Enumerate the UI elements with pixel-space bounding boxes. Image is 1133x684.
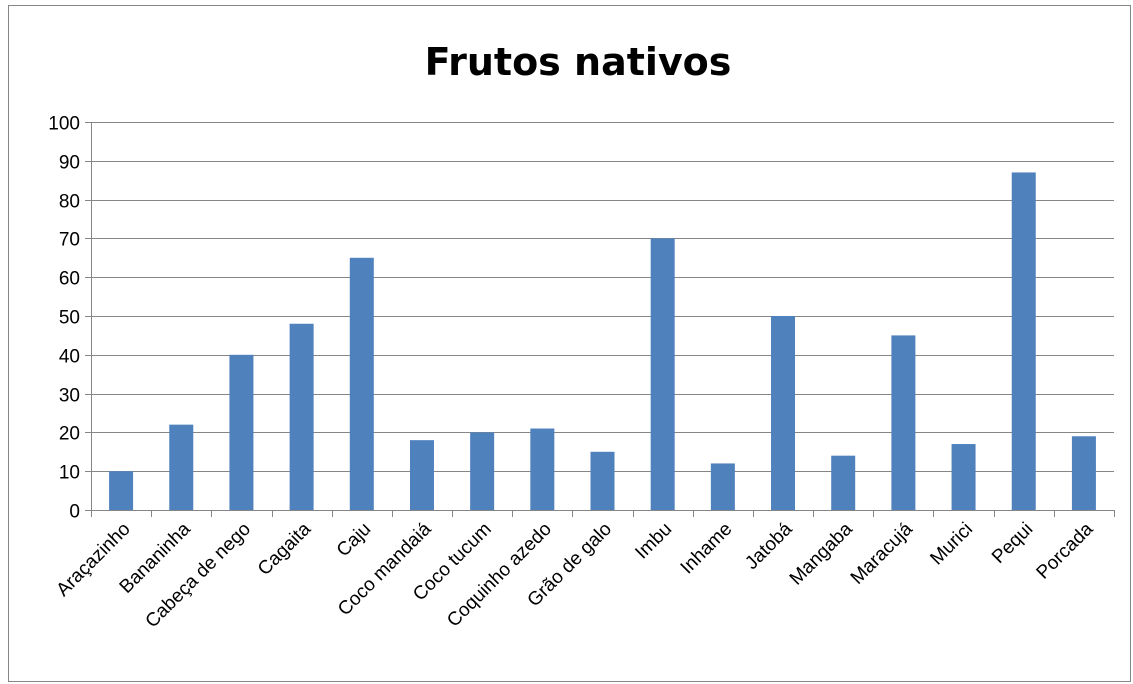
- bar: [229, 354, 254, 510]
- bar: [771, 316, 796, 510]
- y-tick-label: 100: [48, 114, 80, 135]
- bar: [470, 432, 495, 510]
- y-tick-label: 20: [59, 424, 80, 445]
- bar: [831, 455, 856, 510]
- bars: [109, 172, 1096, 510]
- y-tick-label: 40: [59, 347, 80, 368]
- bar: [530, 428, 555, 510]
- bar: [349, 257, 374, 510]
- bar: [951, 444, 976, 510]
- bar: [409, 440, 434, 510]
- y-tick-label: 0: [69, 502, 80, 523]
- axes: [91, 122, 1114, 511]
- y-tick-label: 30: [59, 386, 80, 407]
- y-tick-label: 90: [59, 153, 80, 174]
- bar: [710, 463, 735, 510]
- y-tick-label: 80: [59, 192, 80, 213]
- bar: [650, 238, 675, 510]
- bar: [1011, 172, 1036, 510]
- y-tick-label: 10: [59, 463, 80, 484]
- chart-title: Frutos nativos: [425, 40, 732, 84]
- bar: [289, 323, 314, 510]
- y-tick-label: 50: [59, 308, 80, 329]
- bar: [891, 335, 916, 510]
- bar: [1071, 436, 1096, 510]
- gridlines: [91, 122, 1114, 472]
- y-tick-label: 70: [59, 230, 80, 251]
- bar: [109, 471, 134, 510]
- chart-border: [8, 5, 1131, 682]
- y-tick-label: 60: [59, 269, 80, 290]
- bar: [169, 424, 194, 510]
- bar: [590, 451, 615, 510]
- y-axis-ticks: 0 10 20 30 40 50 60 70 80 90 100: [48, 114, 91, 523]
